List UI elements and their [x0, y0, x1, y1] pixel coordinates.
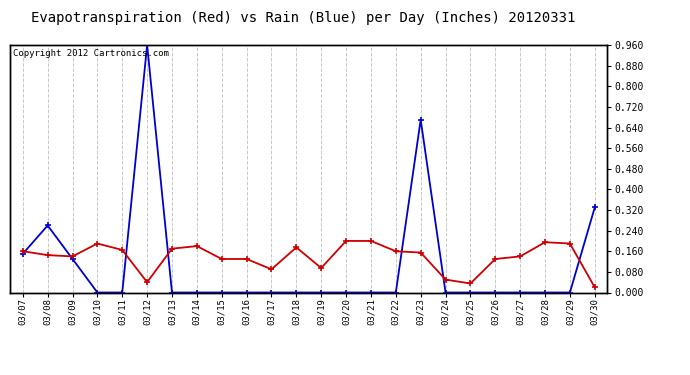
- Text: Evapotranspiration (Red) vs Rain (Blue) per Day (Inches) 20120331: Evapotranspiration (Red) vs Rain (Blue) …: [32, 11, 575, 25]
- Text: Copyright 2012 Cartronics.com: Copyright 2012 Cartronics.com: [13, 49, 169, 58]
